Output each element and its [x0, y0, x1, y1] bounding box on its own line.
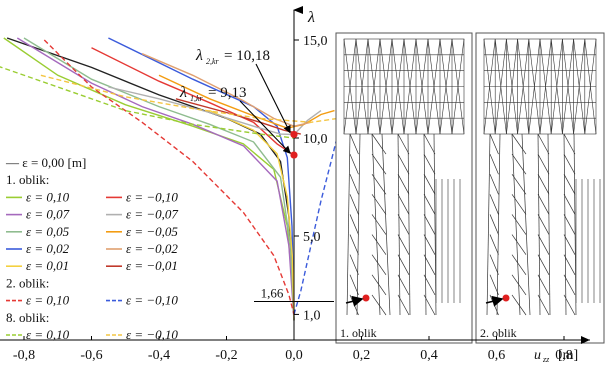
- critical-subscript: 2,kr: [206, 57, 220, 66]
- x-tick-label: 0,6: [488, 348, 506, 363]
- series-line-3: [23, 37, 295, 321]
- structure-panel-1: 1. oblik: [335, 32, 473, 344]
- series-line-13: [0, 66, 295, 139]
- legend-entry-label: ε = −0,10: [126, 293, 178, 308]
- structure-panels: 1. oblik 2. oblik: [335, 32, 605, 344]
- series-line-2: [16, 37, 295, 321]
- legend-entry-label: ε = −0,10: [126, 327, 178, 342]
- panel-label: 1. oblik: [340, 326, 377, 340]
- legend-entry-label: ε = −0,02: [126, 241, 178, 256]
- critical-value: = 9,13: [208, 85, 246, 101]
- legend-entry-label: ε = 0,02: [26, 241, 70, 256]
- critical-symbol: λ: [195, 47, 203, 64]
- legend-heading: 1. oblik:: [6, 172, 49, 187]
- critical-annotation-2: λ 1,kr = 9,13: [179, 84, 298, 159]
- series-line-11: [43, 39, 295, 315]
- legend-entry-label: ε = 0,05: [26, 224, 70, 239]
- legend-entry-label: ε = 0,10: [26, 293, 70, 308]
- y-tick-label: 5,0: [303, 230, 321, 245]
- legend-heading: 2. oblik:: [6, 275, 49, 290]
- legend-entry-label: ε = −0,05: [126, 224, 178, 239]
- series-line-0: [6, 37, 295, 321]
- critical-arrow: [239, 100, 291, 154]
- critical-symbol: λ: [179, 84, 187, 101]
- critical-point-marker: [362, 294, 370, 302]
- critical-annotation-1: λ 2,kr = 10,18: [195, 47, 298, 139]
- critical-point-marker: [502, 294, 510, 302]
- legend-entry-label: ε = −0,10: [126, 189, 178, 204]
- x-tick-label: 0,8: [555, 348, 573, 363]
- legend-entry-label: ε = 0,01: [26, 258, 69, 273]
- x-axis-label: u: [534, 348, 541, 363]
- series-line-5: [209, 109, 295, 321]
- lambda-166-label: 1,66: [261, 285, 284, 300]
- x-tick-label: -0,8: [13, 348, 35, 363]
- lattice-truss: [483, 38, 597, 135]
- y-tick-label: 15,0: [303, 34, 328, 49]
- x-axis-unit: [m]: [558, 348, 578, 363]
- y-tick-label: 1,0: [303, 308, 321, 323]
- x-tick-label: -0,2: [215, 348, 237, 363]
- series-line-12: [293, 133, 339, 315]
- x-tick-label: -0,6: [80, 348, 102, 363]
- x-tick-label: 0,2: [353, 348, 371, 363]
- critical-value: = 10,18: [224, 48, 270, 64]
- y-tick-label: 10,0: [303, 132, 328, 147]
- legend-entry-label: ε = 0,07: [26, 207, 70, 222]
- x-axis-arrowhead: [581, 336, 590, 344]
- lattice-truss: [343, 38, 465, 135]
- legend: — ε = 0,00 [m] 1. oblik: ε = 0,10 ε = −0,10…: [5, 155, 178, 342]
- axes: -0,8 -0,6 -0,4 -0,2 0,0 0,2 0,4 0,6 0,8 1,0 5,0 10,…: [0, 6, 590, 364]
- legend-heading: 8. oblik:: [6, 310, 49, 325]
- series-line-9: [141, 53, 312, 127]
- x-axis-label-sub: zz: [542, 355, 550, 364]
- critical-arrow: [255, 63, 291, 134]
- y-axis-label: λ: [307, 9, 315, 26]
- legend-entry-label: ε = −0,01: [126, 258, 178, 273]
- deflection-arrow: [485, 295, 504, 307]
- critical-point: [290, 151, 298, 159]
- legend-heading: — ε = 0,00 [m]: [5, 155, 86, 170]
- series-line-4: [108, 37, 295, 321]
- annotations: λ 2,kr = 10,18λ 1,kr = 9,13: [179, 47, 298, 159]
- series-line-6: [91, 47, 295, 156]
- legend-entry-label: ε = −0,07: [126, 207, 178, 222]
- legend-entry-label: ε = 0,10: [26, 189, 70, 204]
- x-tick-label: -0,4: [148, 348, 170, 363]
- x-tick-label: 0,0: [285, 348, 303, 363]
- critical-subscript: 1,kr: [190, 94, 204, 103]
- panel-label: 2. oblik: [480, 326, 517, 340]
- deflection-arrow: [345, 295, 364, 307]
- series-line-7: [108, 86, 322, 136]
- critical-point: [290, 130, 298, 139]
- series-line-14: [40, 74, 339, 124]
- curve-group: [0, 37, 339, 321]
- x-tick-label: 0,4: [420, 348, 438, 363]
- legend-entry-label: ε = 0,10: [26, 327, 70, 342]
- structure-panel-2: 2. oblik: [475, 32, 605, 344]
